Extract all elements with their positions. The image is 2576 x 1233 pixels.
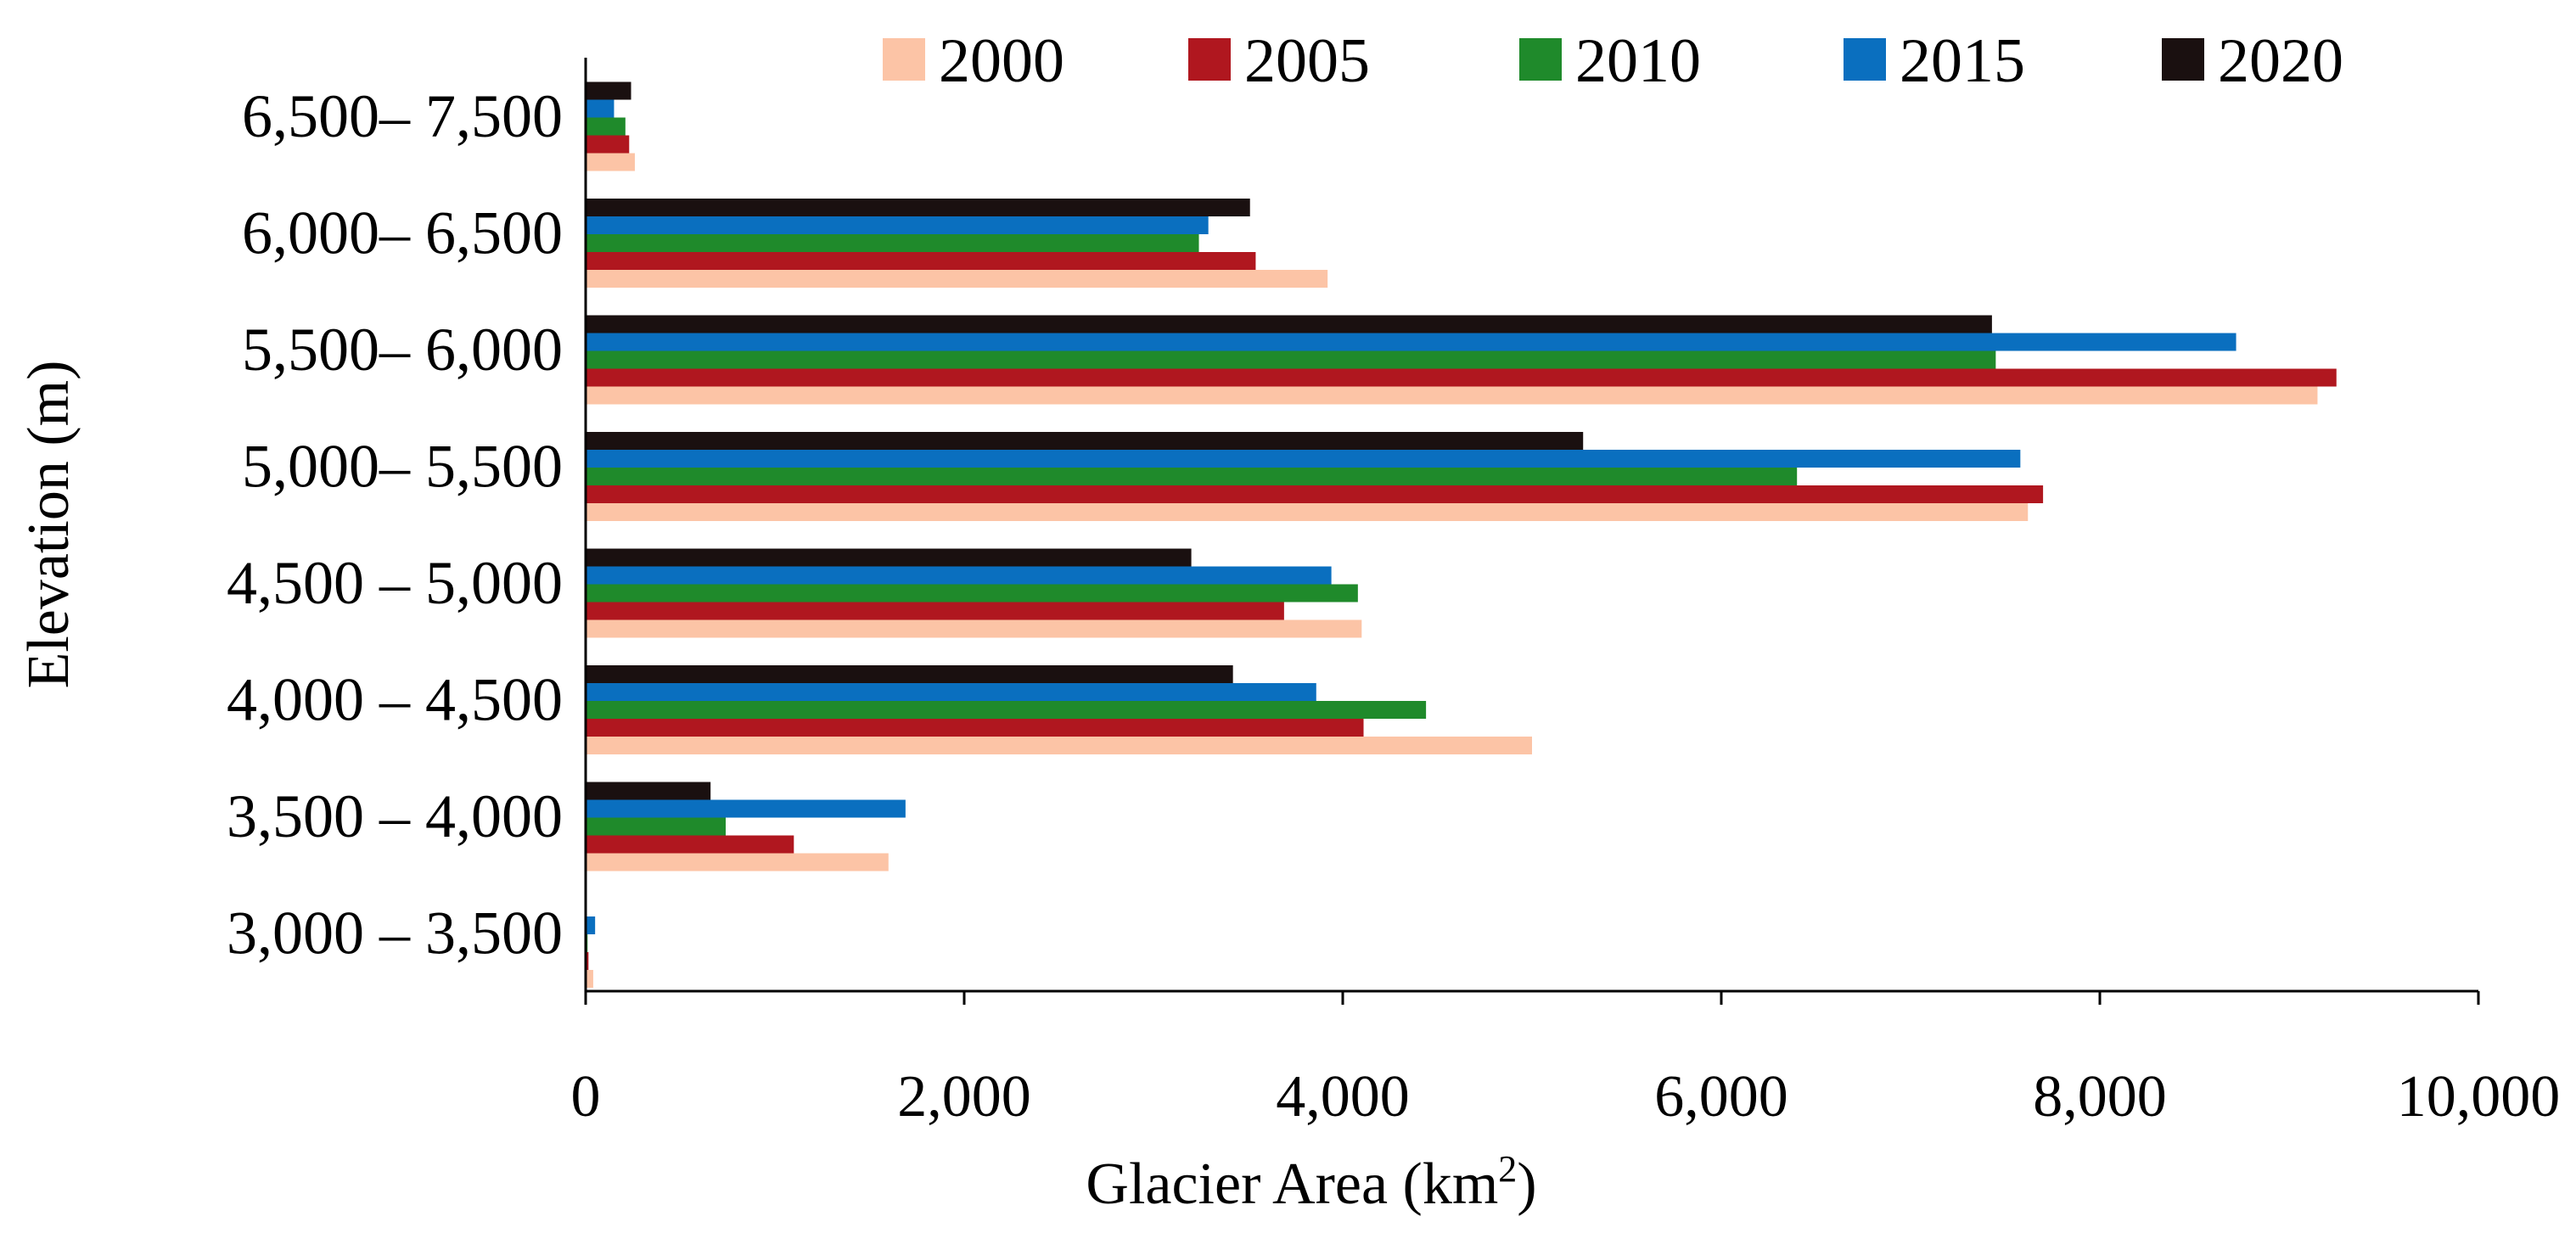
bar-2010-3 <box>586 584 1358 602</box>
bar-2020-5 <box>586 315 1992 333</box>
bar-2005-3 <box>586 602 1284 620</box>
legend-swatch-2005 <box>1188 38 1231 81</box>
bar-2000-5 <box>586 386 2318 405</box>
legend-label-2020: 2020 <box>2218 26 2343 96</box>
bar-2020-2 <box>586 665 1233 683</box>
axes-group <box>584 58 2478 993</box>
bar-2010-7 <box>586 117 626 136</box>
bar-2015-5 <box>586 333 2236 351</box>
bar-2015-4 <box>586 450 2021 468</box>
x-tick-label: 2,000 <box>897 1064 1031 1129</box>
bar-2000-2 <box>586 737 1532 754</box>
y-category-labels: 3,000 – 3,500 3,500 – 4,000 4,000 – 4,500 4… <box>227 82 563 967</box>
bar-2000-4 <box>586 503 2029 521</box>
y-category-label: 5,000– 5,500 <box>242 432 563 500</box>
bar-2005-7 <box>586 135 630 154</box>
bar-2005-6 <box>586 252 1256 270</box>
legend-label-2010: 2010 <box>1575 26 1701 96</box>
bar-2005-0 <box>586 952 589 970</box>
y-category-label: 3,000 – 3,500 <box>227 899 563 967</box>
bar-2020-3 <box>586 548 1192 567</box>
bar-2010-6 <box>586 234 1199 252</box>
legend: 2000 2005 2010 2015 2020 <box>883 26 2343 96</box>
bar-2015-3 <box>586 566 1332 585</box>
bar-2020-4 <box>586 432 1584 450</box>
x-axis-title: Glacier Area (km2) <box>1086 1148 1536 1217</box>
y-axis-title: Elevation (m) <box>16 361 81 689</box>
y-category-label: 5,500– 6,000 <box>242 316 563 384</box>
y-category-label: 4,000 – 4,500 <box>227 665 563 733</box>
x-axis-title-main: Glacier Area (km <box>1086 1152 1498 1217</box>
legend-swatch-2010 <box>1519 38 1562 81</box>
bars-group <box>586 81 2337 988</box>
x-axis-title-suffix: ) <box>1517 1152 1536 1217</box>
legend-label-2000: 2000 <box>939 26 1064 96</box>
x-tick-label: 8,000 <box>2033 1064 2167 1129</box>
bar-2015-6 <box>586 216 1209 234</box>
legend-swatch-2000 <box>883 38 925 81</box>
bar-2000-0 <box>586 970 593 988</box>
bar-2020-6 <box>586 199 1250 216</box>
bar-2015-2 <box>586 683 1316 701</box>
legend-swatch-2015 <box>1844 38 1886 81</box>
bar-2005-2 <box>586 719 1364 737</box>
bar-2015-1 <box>586 799 906 818</box>
y-category-label: 3,500 – 4,000 <box>227 782 563 850</box>
x-axis-title-superscript: 2 <box>1498 1148 1517 1190</box>
y-category-label: 6,000– 6,500 <box>242 199 563 266</box>
bar-2020-1 <box>586 782 711 800</box>
x-tick-label: 6,000 <box>1654 1064 1788 1129</box>
legend-label-2005: 2005 <box>1244 26 1370 96</box>
bar-2005-1 <box>586 835 794 854</box>
x-tick-label: 10,000 <box>2397 1064 2561 1129</box>
bar-2005-4 <box>586 485 2044 503</box>
bar-2015-7 <box>586 99 615 118</box>
y-category-label: 6,500– 7,500 <box>242 82 563 150</box>
bar-2010-4 <box>586 468 1798 485</box>
bar-2010-5 <box>586 350 1996 369</box>
bar-2005-5 <box>586 368 2337 387</box>
x-tick-label: 4,000 <box>1276 1064 1410 1129</box>
bar-2010-2 <box>586 701 1427 719</box>
legend-label-2015: 2015 <box>1900 26 2025 96</box>
bar-2000-6 <box>586 270 1328 288</box>
bar-2020-7 <box>586 81 631 100</box>
x-tick-label: 0 <box>571 1064 601 1129</box>
legend-swatch-2020 <box>2162 38 2204 81</box>
bar-2015-0 <box>586 916 596 934</box>
x-ticks-group: 0 2,000 4,000 6,000 8,000 10,000 <box>571 991 2561 1129</box>
y-category-label: 4,500 – 5,000 <box>227 549 563 617</box>
bar-2000-1 <box>586 853 889 872</box>
bar-2000-3 <box>586 619 1362 638</box>
bar-2000-7 <box>586 153 635 171</box>
bar-2010-1 <box>586 817 727 836</box>
